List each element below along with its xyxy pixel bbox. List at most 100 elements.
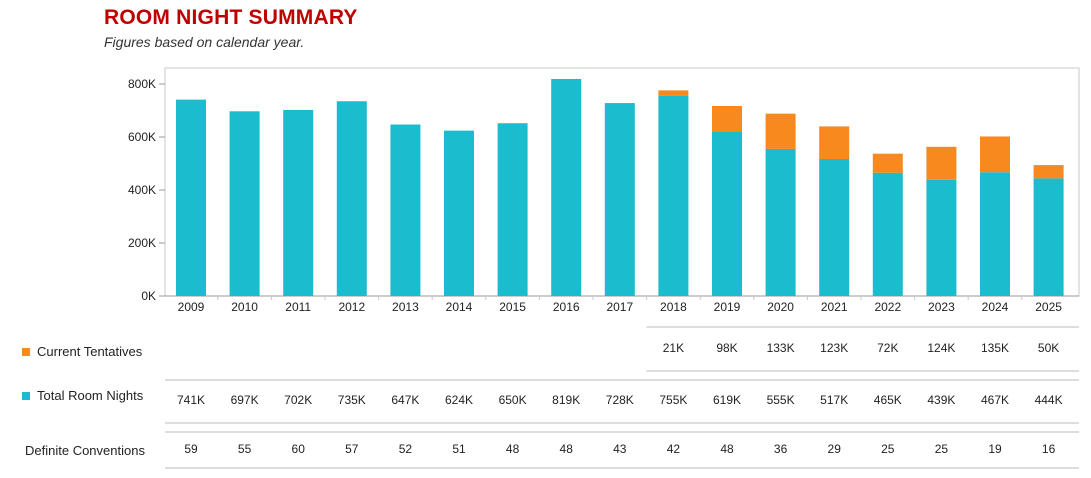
bar-tentative-2024 [980,136,1010,173]
bar-total-2017 [604,103,635,296]
tentatives-cell: 50K [1038,341,1059,355]
conventions-cell: 60 [292,442,306,456]
bar-tentative-2020 [765,113,796,149]
tentatives-cell: 123K [820,341,848,355]
totals-cell: 741K [177,393,205,407]
x-tick-label: 2017 [606,300,633,314]
y-tick-label: 600K [128,130,156,144]
tentatives-cell: 21K [663,341,684,355]
totals-cell: 555K [767,393,795,407]
conventions-cell: 19 [988,442,1002,456]
x-tick-label: 2011 [285,300,311,314]
totals-cell: 647K [391,393,419,407]
x-tick-label: 2015 [499,300,526,314]
bar-total-2015 [497,123,528,296]
totals-cell: 465K [874,393,902,407]
totals-cell: 517K [820,393,848,407]
bar-total-2022 [872,172,903,296]
legend-tentatives-label: Current Tentatives [37,344,143,359]
bar-tentative-2022 [872,153,903,173]
conventions-cell: 29 [828,442,842,456]
y-tick-label: 0K [141,289,156,303]
bar-total-2013 [390,124,421,296]
x-tick-label: 2010 [231,300,258,314]
totals-cell: 619K [713,393,741,407]
bar-total-2024 [980,172,1010,296]
bar-total-2023 [926,179,957,296]
conventions-cell: 36 [774,442,788,456]
x-tick-label: 2014 [446,300,473,314]
legend-totals: Total Room Nights [22,388,143,403]
x-tick-label: 2024 [982,300,1009,314]
bar-total-2012 [336,101,367,296]
x-tick-label: 2018 [660,300,687,314]
bar-total-2009 [176,99,206,296]
bar-tentative-2023 [926,146,957,180]
tentatives-cell: 133K [767,341,795,355]
x-tick-label: 2023 [928,300,955,314]
bar-total-2019 [712,131,742,296]
x-tick-label: 2013 [392,300,419,314]
bar-total-2011 [283,109,314,296]
bar-tentative-2018 [658,90,689,96]
conventions-cell: 25 [935,442,949,456]
bar-tentative-2021 [819,126,850,159]
conventions-cell: 48 [506,442,520,456]
x-tick-label: 2025 [1035,300,1062,314]
bar-total-2014 [444,130,474,296]
bar-total-2016 [551,78,582,296]
totals-cell: 650K [499,393,527,407]
totals-cell: 444K [1035,393,1063,407]
bar-tentative-2025 [1033,165,1064,179]
conventions-cell: 59 [184,442,198,456]
x-tick-label: 2020 [767,300,794,314]
conventions-cell: 48 [720,442,734,456]
conventions-cell: 25 [881,442,895,456]
conventions-cell: 57 [345,442,359,456]
x-tick-label: 2022 [874,300,901,314]
y-tick-label: 200K [128,236,156,250]
totals-cell: 819K [552,393,580,407]
legend-conventions: Definite Conventions [25,443,145,458]
totals-cell: 439K [927,393,955,407]
tentatives-cell: 72K [877,341,898,355]
bar-total-2025 [1033,178,1064,296]
conventions-cell: 42 [667,442,681,456]
bar-total-2010 [229,111,260,296]
tentatives-cell: 135K [981,341,1009,355]
legend-totals-label: Total Room Nights [37,388,144,403]
conventions-cell: 55 [238,442,252,456]
conventions-cell: 16 [1042,442,1056,456]
totals-cell: 728K [606,393,634,407]
totals-cell: 467K [981,393,1009,407]
x-tick-label: 2021 [821,300,848,314]
y-tick-label: 800K [128,77,156,91]
tentatives-cell: 98K [716,341,737,355]
totals-cell: 755K [659,393,687,407]
bar-total-2020 [765,148,796,296]
bar-total-2018 [658,95,689,296]
tentatives-swatch [22,347,30,356]
x-tick-label: 2016 [553,300,580,314]
conventions-cell: 48 [560,442,574,456]
tentatives-cell: 124K [927,341,955,355]
conventions-cell: 51 [452,442,466,456]
totals-cell: 735K [338,393,366,407]
x-tick-label: 2012 [338,300,365,314]
totals-cell: 697K [231,393,259,407]
conventions-cell: 43 [613,442,627,456]
conventions-cell: 52 [399,442,413,456]
totals-swatch [22,391,30,400]
chart-subtitle: Figures based on calendar year. [104,34,305,50]
bar-total-2021 [819,158,850,296]
bar-tentative-2019 [712,105,742,132]
bar-tentative-2015 [497,122,528,124]
totals-cell: 702K [284,393,312,407]
legend-conventions-label: Definite Conventions [25,443,145,458]
x-tick-label: 2019 [714,300,741,314]
chart-title: ROOM NIGHT SUMMARY [104,6,358,29]
x-tick-label: 2009 [178,300,205,314]
y-tick-label: 400K [128,183,156,197]
totals-cell: 624K [445,393,473,407]
